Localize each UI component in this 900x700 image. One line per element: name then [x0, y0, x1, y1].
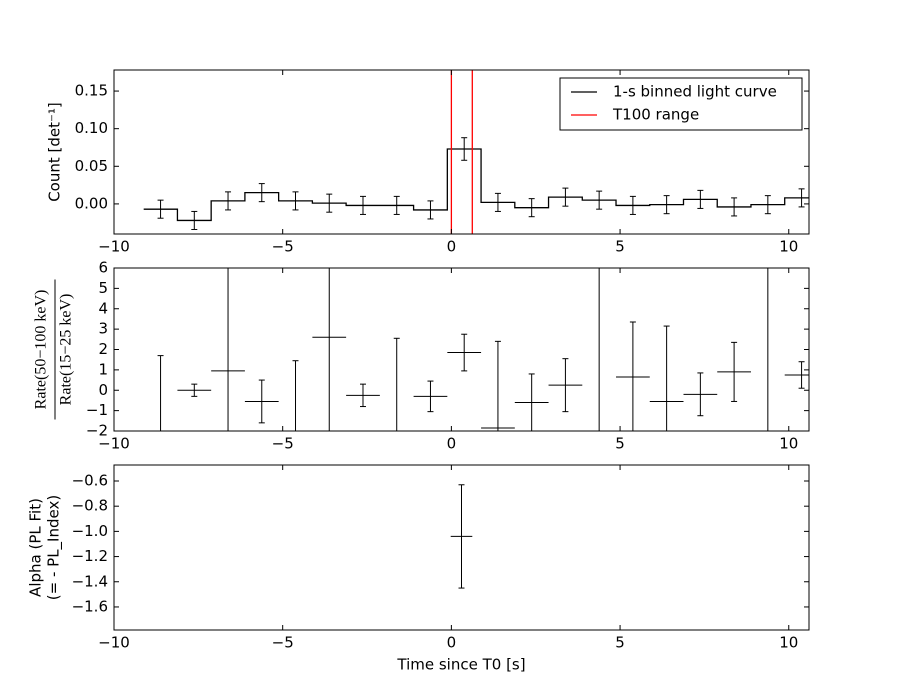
legend-label: 1-s binned light curve	[613, 83, 777, 101]
y-tick-label: 0.10	[75, 119, 108, 137]
axes-frame	[113, 69, 810, 235]
y-tick-label: 4	[98, 299, 108, 317]
plot-area	[450, 484, 473, 589]
y-tick-label: 0	[98, 381, 108, 399]
y-tick-label: 1	[98, 360, 108, 378]
x-axis-label: Time since T0 [s]	[396, 656, 525, 674]
x-tick-label: −5	[272, 634, 294, 652]
x-tick-label: −5	[272, 238, 294, 256]
y-tick-label: −1	[86, 401, 108, 419]
legend: 1-s binned light curve T100 range	[559, 77, 803, 131]
y-tick-label: −0.6	[72, 471, 108, 489]
axes-frame	[113, 464, 810, 631]
y-tick-label: 3	[98, 320, 108, 338]
legend-box	[559, 77, 803, 131]
x-tick-label: 0	[447, 435, 457, 453]
y-tick-label: 0.00	[75, 194, 108, 212]
y-tick-label: 0.05	[75, 157, 108, 175]
y-axis-label: Rate(15−25 keV)	[58, 294, 75, 406]
step-line	[143, 148, 809, 222]
x-tick-label: 5	[615, 435, 625, 453]
x-tick-label: 10	[779, 435, 798, 453]
y-tick-label: 0.15	[75, 82, 108, 100]
y-tick-label: −1.2	[72, 547, 108, 565]
y-tick-label: −1.4	[72, 572, 108, 590]
y-tick-label: −1.0	[72, 522, 108, 540]
x-tick-label: 0	[447, 634, 457, 652]
x-tick-label: −10	[98, 238, 130, 256]
x-tick-label: −10	[98, 435, 130, 453]
y-axis-label: Alpha (PL Fit)	[27, 498, 45, 597]
y-tick-label: 5	[98, 279, 108, 297]
y-tick-label: −0.8	[72, 497, 108, 515]
legend-label: T100 range	[612, 106, 699, 124]
x-tick-label: 10	[779, 634, 798, 652]
y-axis-label: Rate(50−100 keV)	[33, 290, 50, 410]
x-tick-label: 10	[779, 238, 798, 256]
y-axis-label: Count [det⁻¹]	[46, 102, 64, 202]
plot-area	[157, 268, 809, 431]
y-tick-label: 2	[98, 340, 108, 358]
y-tick-label: −2	[86, 422, 108, 440]
axes-frame	[113, 267, 810, 432]
x-tick-label: 5	[615, 238, 625, 256]
x-tick-label: 5	[615, 634, 625, 652]
y-axis-label: (= - PL_Index)	[45, 495, 64, 600]
y-tick-label: −1.6	[72, 597, 108, 615]
x-tick-label: 0	[447, 238, 457, 256]
y-tick-label: 6	[98, 259, 108, 277]
x-tick-label: −5	[272, 435, 294, 453]
plot-area	[143, 70, 809, 234]
x-tick-label: −10	[98, 634, 130, 652]
